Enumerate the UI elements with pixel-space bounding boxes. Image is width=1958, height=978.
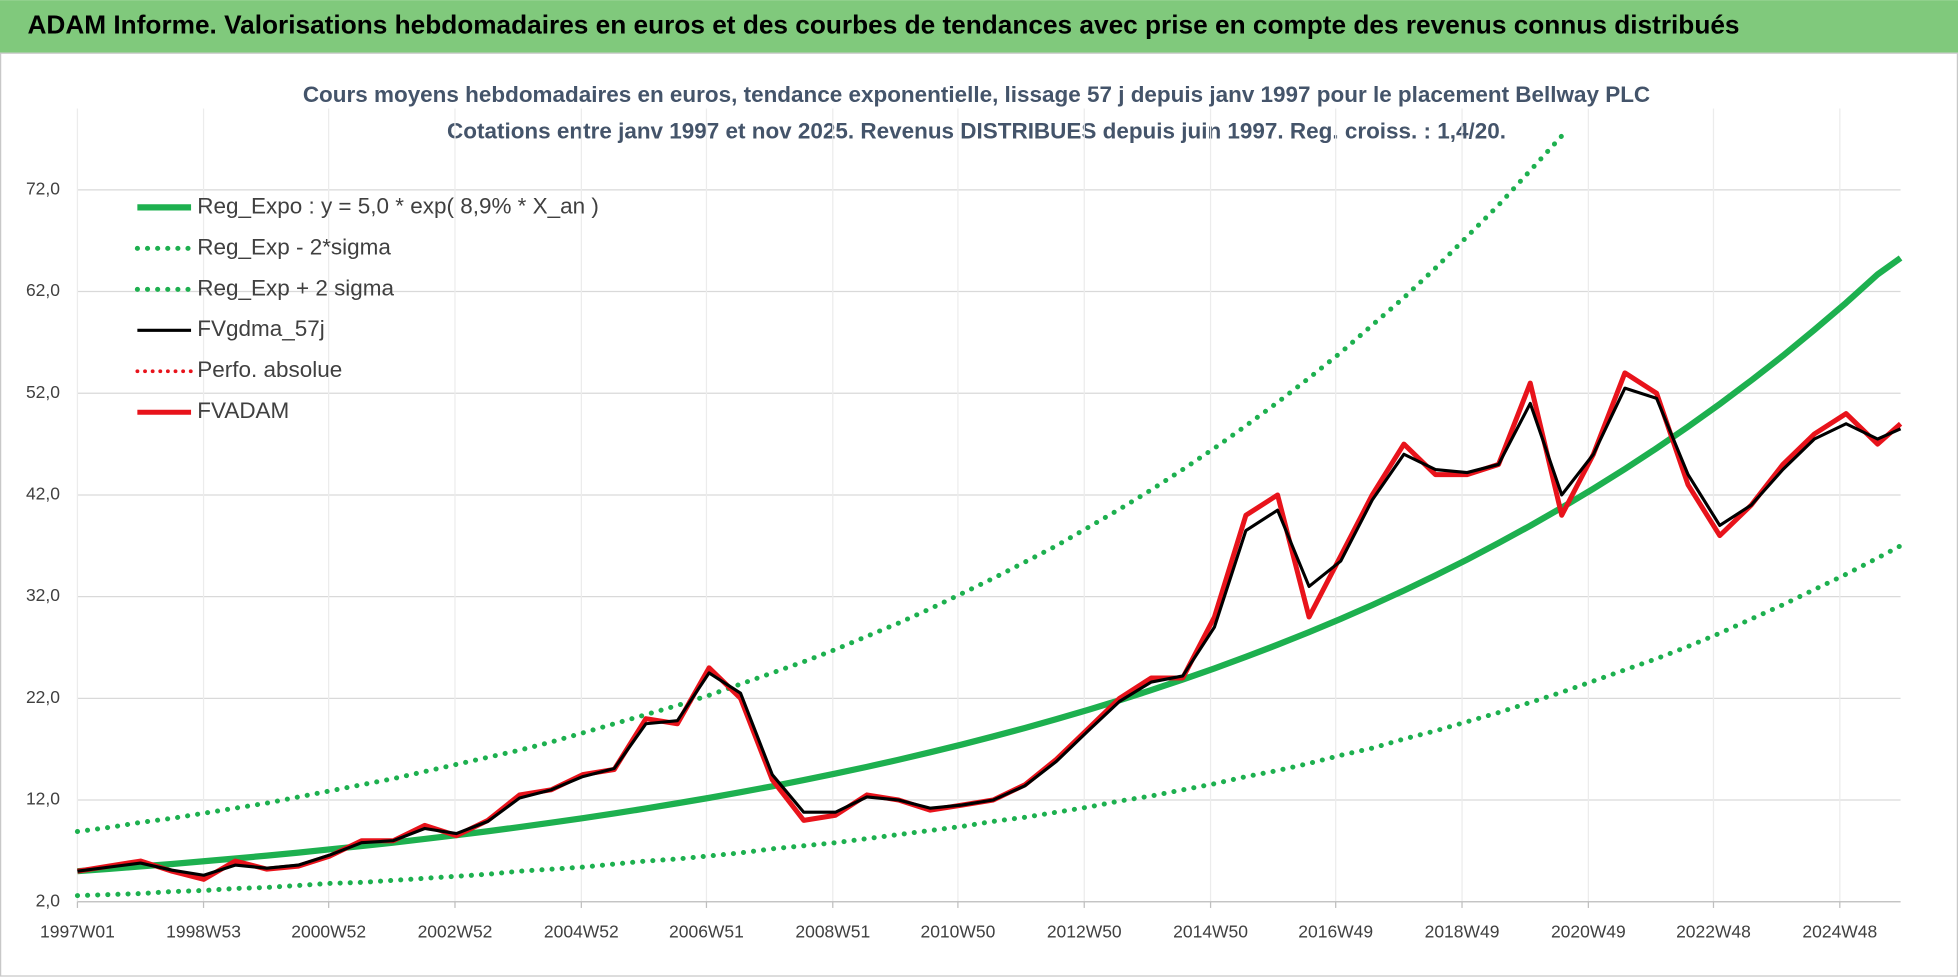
x-tick-label: 2018W49 [1425,922,1500,942]
y-tick-label: 72,0 [26,178,60,198]
series-line [77,386,1902,877]
x-tick-label: 2008W51 [795,922,870,942]
legend-label: FVgdma_57j [197,316,324,341]
x-tick-label: 2000W52 [291,922,366,942]
y-tick-label: 2,0 [36,890,61,910]
x-tick-label: 1997W01 [40,922,115,942]
y-tick-label: 42,0 [26,484,60,504]
x-tick-label: 2024W48 [1802,922,1877,942]
y-tick-label: 32,0 [26,585,60,605]
y-tick-label: 62,0 [26,280,60,300]
series-line [74,543,1904,899]
series-line [74,133,1565,835]
legend-label: Perfo. absolue [197,357,342,382]
y-tick-label: 52,0 [26,382,60,402]
x-tick-label: 1998W53 [166,922,241,942]
y-tick-label: 12,0 [26,789,60,809]
legend-label: Reg_Expo : y = 5,0 * exp( 8,9% * X_an ) [197,193,599,218]
header-bar [0,0,1958,53]
x-tick-label: 2012W50 [1047,922,1122,942]
x-tick-label: 2010W50 [921,922,996,942]
series-line [77,255,1903,875]
x-tick-label: 2016W49 [1298,922,1373,942]
chart-subtitle: Cotations entre janv 1997 et nov 2025. R… [447,118,1506,143]
x-tick-label: 2020W49 [1551,922,1626,942]
legend-label: Reg_Exp - 2*sigma [197,234,391,259]
chart-frame [0,52,1958,977]
chart-title: Cours moyens hebdomadaires en euros, ten… [303,82,1650,107]
page-title: ADAM Informe. Valorisations hebdomadaire… [27,9,1739,39]
x-tick-label: 2006W51 [669,922,744,942]
y-tick-label: 22,0 [26,687,60,707]
x-tick-label: 2014W50 [1173,922,1248,942]
x-tick-label: 2002W52 [418,922,493,942]
legend-label: FVADAM [197,398,289,423]
x-tick-label: 2004W52 [544,922,619,942]
legend-label: Reg_Exp + 2 sigma [197,275,394,300]
x-tick-label: 2022W48 [1676,922,1751,942]
